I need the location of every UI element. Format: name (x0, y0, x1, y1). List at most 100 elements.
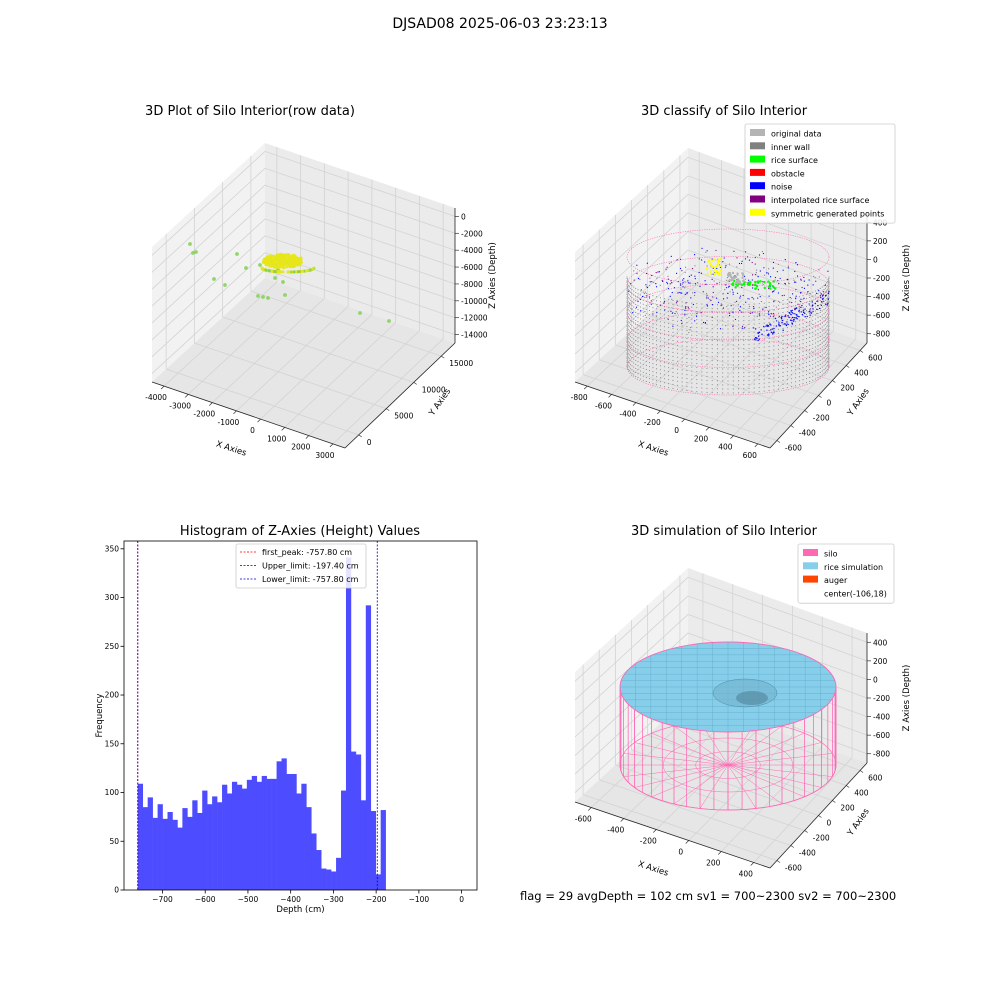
classify-point (631, 305, 633, 307)
raw-point (278, 265, 282, 269)
raw-point (266, 296, 270, 300)
raw-point (275, 263, 279, 267)
classify-point (763, 362, 765, 364)
classify-point (791, 346, 793, 348)
classify-point (681, 325, 683, 327)
classify-point (701, 359, 703, 361)
classify-point (691, 338, 693, 340)
classify-point (631, 361, 633, 363)
classify-point (828, 360, 830, 362)
classify-point (729, 314, 731, 317)
classify-point (773, 373, 775, 375)
classify-point (722, 336, 724, 338)
classify-point (627, 356, 629, 358)
classify-point (814, 330, 817, 332)
classify-point (763, 280, 766, 284)
classify-point (706, 375, 708, 377)
classify-point (668, 375, 670, 377)
simulation-x-axis-label: X Axies (637, 859, 670, 878)
classify-point (822, 294, 825, 296)
classify-point (668, 347, 670, 349)
raw-grid-x (308, 330, 420, 436)
classify-point (650, 300, 652, 302)
classify-point (763, 350, 765, 352)
classify-point (807, 291, 809, 293)
classify-point (628, 322, 630, 324)
classify-point (627, 291, 629, 293)
classify-point (676, 380, 679, 382)
classify-point (639, 374, 642, 376)
classify-point (686, 350, 688, 352)
classify-point (784, 282, 786, 285)
classify-point (639, 354, 642, 356)
classify-point (804, 308, 806, 310)
classify-point (711, 316, 713, 319)
classify-point (691, 314, 693, 316)
classify-point (821, 314, 823, 316)
classify-point (633, 302, 635, 304)
classify-point (757, 335, 760, 337)
classify-point (817, 341, 819, 343)
classify-point (827, 270, 829, 272)
classify-point (681, 377, 683, 379)
classify-point (676, 308, 679, 310)
classify-point (672, 351, 674, 354)
classify-point (698, 258, 700, 260)
classify-point (819, 309, 822, 311)
classify-point (732, 348, 734, 350)
classify-point (642, 347, 644, 349)
classify-point (631, 313, 633, 315)
classify-point (823, 373, 825, 375)
classify-point (722, 340, 724, 342)
classify-point (722, 380, 724, 382)
classify-point (681, 337, 683, 339)
classify-point (794, 308, 796, 311)
classify-point (711, 304, 714, 306)
classify-point (701, 303, 703, 305)
classify-point (652, 307, 654, 309)
classify-point (656, 324, 658, 326)
raw-point (283, 253, 287, 257)
classify-point (795, 262, 797, 264)
classify-point (637, 329, 639, 331)
classify-point (694, 275, 696, 277)
classify-point (694, 265, 696, 267)
classify-point (676, 352, 679, 354)
classify-point (805, 310, 808, 312)
histogram-title: Histogram of Z-Axies (Height) Values (179, 524, 421, 539)
classify-point (823, 293, 825, 295)
classify-point (768, 335, 770, 337)
classify-point (716, 356, 718, 358)
classify-point (828, 361, 830, 364)
classify-point (814, 306, 817, 308)
classify-x-tick (608, 394, 612, 398)
classify-point (726, 305, 728, 308)
classify-point (776, 271, 779, 273)
simulation-silo-line (634, 764, 729, 788)
classify-point (676, 316, 679, 318)
classify-point (817, 337, 819, 339)
classify-point (635, 347, 637, 349)
classify-point (627, 307, 629, 309)
classify-point (626, 305, 628, 308)
classify-point (627, 303, 629, 305)
classify-point (701, 347, 703, 349)
classify-point (828, 316, 830, 318)
histogram-y-tick-label: 0 (114, 886, 119, 895)
classify-point (828, 332, 830, 334)
classify-point (681, 341, 683, 343)
classify-point (627, 331, 629, 333)
classify-point (698, 271, 700, 274)
classify-point (773, 357, 775, 359)
classify-point (673, 287, 676, 289)
raw-point (292, 270, 296, 274)
classify-point (828, 353, 830, 356)
histogram-y-tick-label: 200 (105, 691, 120, 700)
classify-point (733, 279, 736, 283)
histogram-x-tick-label: −200 (366, 895, 387, 904)
classify-point (828, 288, 830, 290)
classify-point (814, 318, 817, 320)
classify-point (773, 333, 775, 335)
classify-point (722, 332, 724, 334)
classify-point (777, 384, 780, 386)
